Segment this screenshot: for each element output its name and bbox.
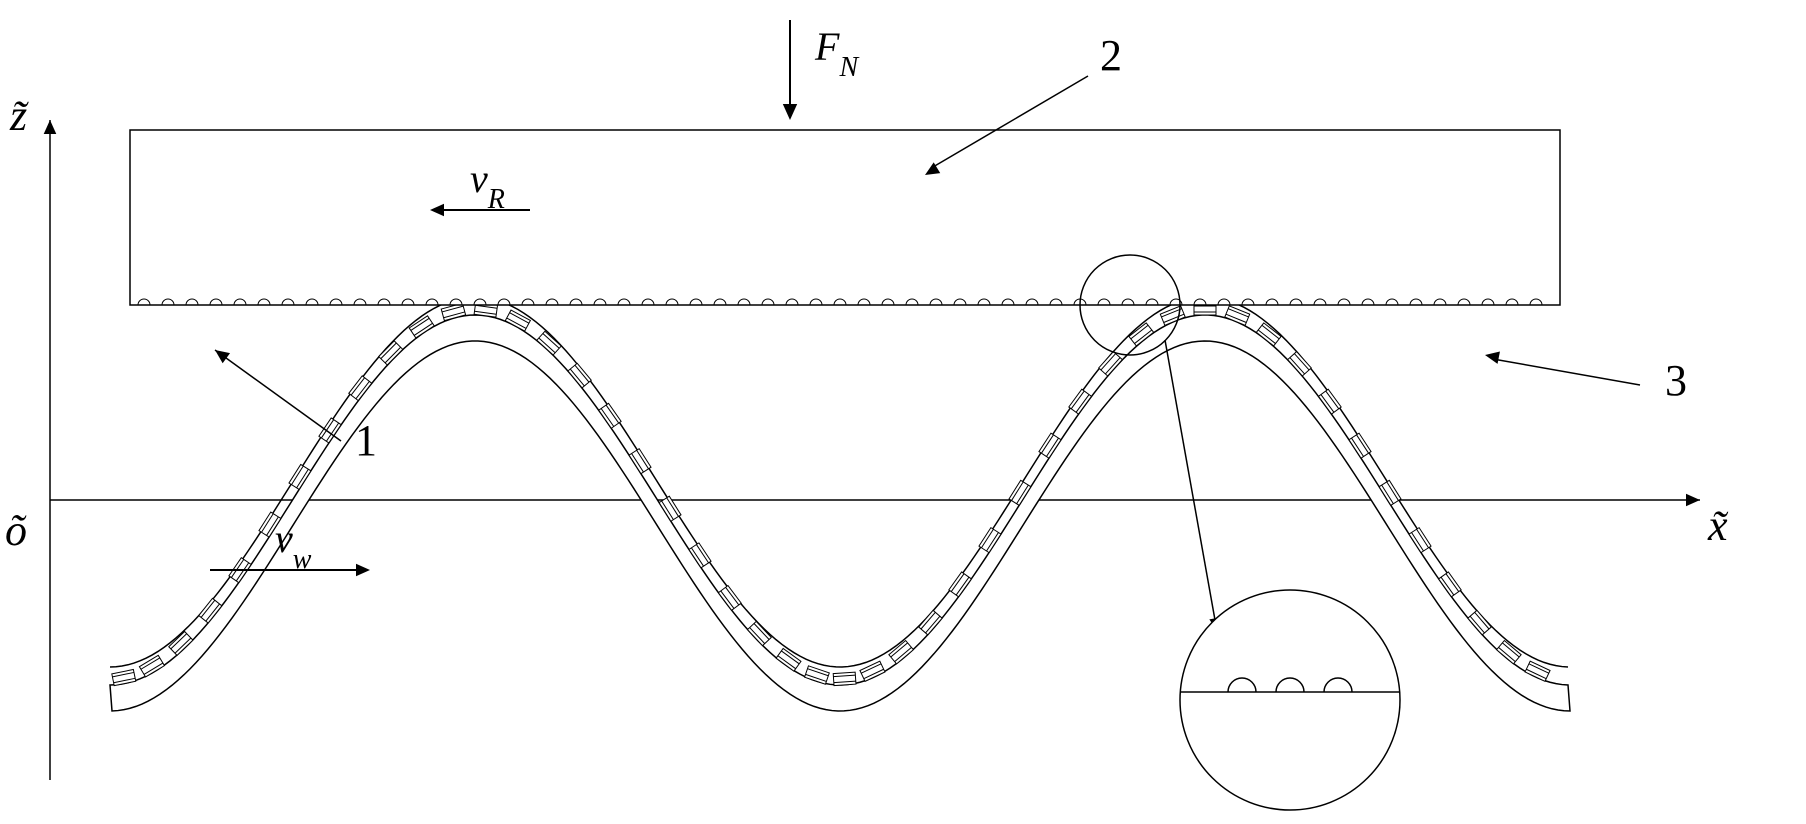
force-label: FN (814, 24, 859, 83)
origin-label: õ (5, 506, 27, 555)
callout-2-label: 2 (1100, 31, 1122, 80)
z-axis-label: z̃ (9, 91, 29, 140)
force-FN: FN (783, 20, 860, 120)
arrowhead (1485, 351, 1500, 363)
block-rect (130, 130, 1560, 305)
vw-arrow: vw (210, 516, 370, 576)
strip-tooth (833, 672, 856, 685)
rigid-block (130, 130, 1560, 305)
detail-leader (1165, 340, 1215, 620)
callout-3-label: 3 (1665, 356, 1687, 405)
callout-3: 3 (1485, 351, 1687, 405)
arrowhead (356, 564, 370, 577)
x-axis-label: x̃ (1707, 501, 1729, 550)
arrowhead (44, 120, 57, 134)
arrowhead (783, 104, 797, 120)
arrowhead (215, 350, 230, 363)
callout-1-label: 1 (355, 416, 377, 465)
arrowhead (1686, 494, 1700, 507)
callout-1-leader (215, 350, 341, 441)
detail-target-circle (1180, 590, 1400, 810)
callout-3-leader (1493, 359, 1640, 385)
